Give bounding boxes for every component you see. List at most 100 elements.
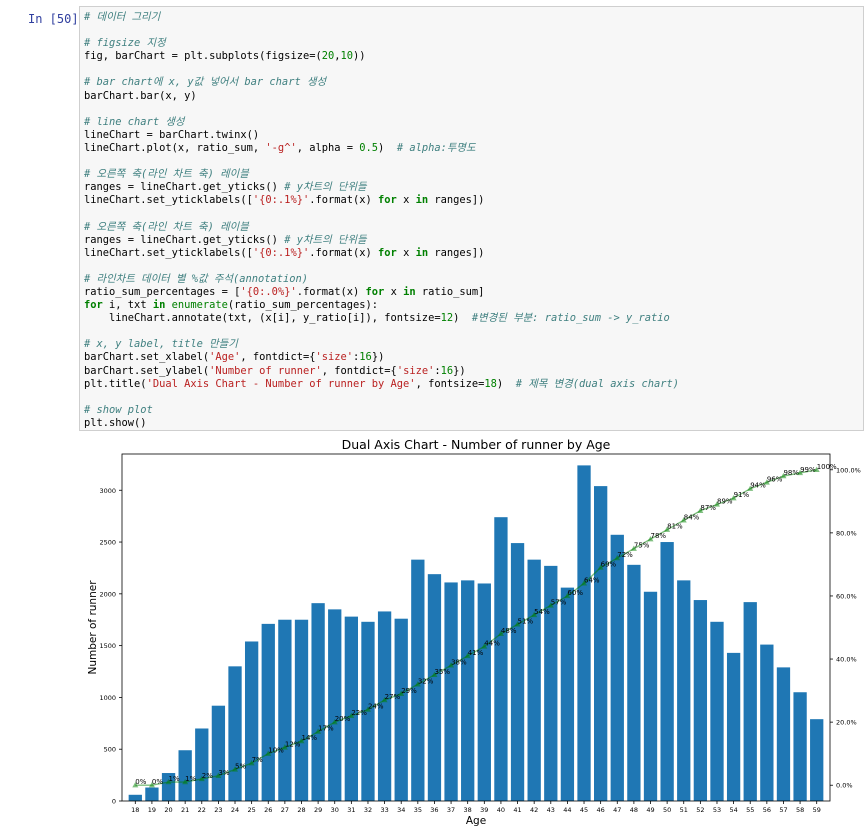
bar — [344, 616, 358, 801]
code-token: lineChart = barChart.twinx() — [84, 128, 260, 141]
ratio-annotation: 0% — [135, 778, 146, 786]
code-line: for i, txt in enumerate(ratio_sum_percen… — [84, 299, 679, 312]
x-tick-label: 30 — [331, 806, 339, 814]
code-token: 'size' — [396, 364, 435, 377]
x-tick-label: 39 — [480, 806, 488, 814]
code-token: 16 — [440, 364, 454, 377]
ratio-marker — [564, 592, 571, 599]
x-tick-label: 42 — [530, 806, 538, 814]
cell-prompt: In [50]: — [28, 12, 86, 26]
x-tick-label: 59 — [813, 806, 821, 814]
code-token: # bar chart에 x, y값 넣어서 bar chart 생성 — [84, 76, 327, 89]
ratio-line — [135, 469, 817, 786]
ratio-annotation: 12% — [285, 740, 301, 748]
bar — [178, 750, 192, 801]
ratio-marker — [464, 652, 471, 659]
code-token: in — [403, 285, 416, 298]
x-tick-label: 58 — [796, 806, 804, 814]
ratio-marker — [630, 545, 637, 551]
code-line: # figsize 지정 — [84, 37, 679, 50]
x-tick-label: 29 — [314, 806, 322, 814]
ratio-annotation: 14% — [301, 734, 317, 742]
y2-tick-label: 40.0% — [836, 656, 857, 664]
ratio-marker — [448, 662, 455, 668]
code-line: plt.show() — [84, 417, 679, 430]
x-tick-label: 43 — [547, 806, 555, 814]
code-editor[interactable]: # 데이터 그리기 # figsize 지정 fig, barChart = plt… — [84, 11, 679, 430]
code-token: for — [378, 246, 397, 259]
chart-title: Dual Axis Chart - Number of runner by Ag… — [342, 437, 611, 452]
code-line: lineChart = barChart.twinx() — [84, 129, 679, 142]
bar — [427, 574, 442, 801]
code-token: fig, barChart = plt.subplots(figsize=( — [84, 50, 322, 63]
x-tick-label: 23 — [214, 806, 222, 814]
ratio-marker — [381, 696, 388, 703]
x-tick-label: 27 — [281, 806, 289, 814]
x-tick-label: 32 — [364, 806, 372, 814]
code-line: ranges = lineChart.get_yticks() # y차트의 단… — [84, 181, 679, 194]
bar — [544, 565, 558, 801]
ratio-marker — [747, 485, 754, 491]
y2-tick-label: 100.0% — [836, 466, 861, 474]
bar — [477, 583, 491, 801]
x-tick-label: 46 — [597, 806, 605, 814]
ratio-annotation: 38% — [451, 658, 467, 666]
code-token: , fontdict={ — [240, 351, 316, 364]
code-token: 10 — [340, 50, 354, 63]
ratio-marker — [298, 737, 305, 744]
x-tick-label: 28 — [297, 806, 305, 814]
bar — [244, 641, 259, 801]
y-tick-label: 3000 — [99, 487, 116, 495]
code-token: ranges]) — [428, 246, 485, 259]
x-tick-label: 34 — [397, 806, 405, 814]
ratio-annotation: 72% — [617, 551, 633, 559]
code-line: fig, barChart = plt.subplots(figsize=(20… — [84, 50, 679, 63]
bar — [145, 787, 159, 801]
code-token: # y차트의 단위들 — [284, 181, 367, 194]
code-token: lineChart.set_yticklabels([ — [84, 194, 253, 207]
bar — [627, 564, 641, 801]
ratio-annotation: 51% — [518, 617, 534, 625]
x-tick-label: 40 — [497, 806, 505, 814]
ratio-annotation: 2% — [202, 772, 213, 780]
x-tick-label: 53 — [713, 806, 721, 814]
x-tick-label: 57 — [779, 806, 787, 814]
code-token: 18 — [484, 377, 497, 390]
code-line — [84, 103, 679, 116]
code-token: ratio_sum_percentages = [ — [84, 285, 241, 298]
ratio-annotation: 54% — [534, 608, 550, 616]
code-line — [84, 24, 679, 37]
ratio-annotation: 48% — [501, 627, 517, 635]
bar — [377, 611, 392, 801]
ratio-annotation: 32% — [418, 677, 434, 685]
ratio-marker — [531, 611, 538, 618]
code-token: .format(x) — [309, 194, 379, 207]
ratio-annotation: 64% — [584, 576, 600, 584]
code-line: # line chart 생성 — [84, 116, 679, 129]
ratio-marker — [165, 778, 172, 785]
code-token: , fontsize= — [415, 377, 485, 390]
ratio-annotation: 96% — [767, 475, 783, 483]
code-token: ) — [453, 312, 472, 325]
y-tick-label: 500 — [104, 746, 116, 754]
code-token: # y차트의 단위들 — [284, 233, 367, 246]
ratio-annotation: 87% — [700, 504, 716, 512]
cell-output: Dual Axis Chart - Number of runner by Ag… — [79, 436, 866, 836]
ratio-annotation: 69% — [601, 561, 617, 569]
code-token: '-g^' — [265, 141, 297, 154]
code-line: barChart.bar(x, y) — [84, 90, 679, 103]
code-cell[interactable] — [79, 6, 864, 431]
ratio-marker — [132, 782, 139, 788]
bar — [494, 517, 508, 801]
code-token: 'Number of runner' — [209, 364, 322, 377]
ratio-annotation: 84% — [684, 513, 700, 521]
code-token: ranges = lineChart.get_yticks() — [84, 233, 285, 246]
code-token: , alpha = — [296, 141, 360, 154]
x-tick-label: 24 — [231, 806, 239, 814]
bar — [128, 794, 142, 801]
bar — [461, 580, 475, 801]
y-axis-label: Number of runner — [87, 580, 99, 675]
bar — [560, 587, 575, 801]
plot-frame — [121, 453, 831, 802]
bar — [743, 602, 757, 801]
